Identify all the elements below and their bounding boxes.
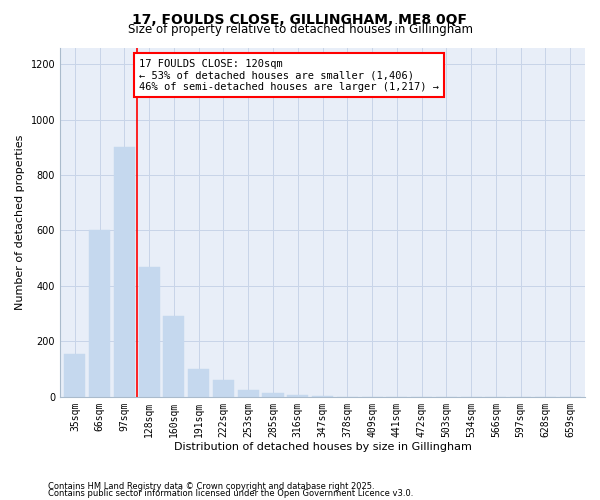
- Bar: [238, 390, 259, 397]
- Text: Size of property relative to detached houses in Gillingham: Size of property relative to detached ho…: [128, 22, 473, 36]
- Bar: [287, 394, 308, 397]
- X-axis label: Distribution of detached houses by size in Gillingham: Distribution of detached houses by size …: [173, 442, 472, 452]
- Bar: [64, 354, 85, 397]
- Text: 17, FOULDS CLOSE, GILLINGHAM, ME8 0QF: 17, FOULDS CLOSE, GILLINGHAM, ME8 0QF: [133, 12, 467, 26]
- Bar: [312, 396, 333, 397]
- Y-axis label: Number of detached properties: Number of detached properties: [15, 134, 25, 310]
- Text: Contains public sector information licensed under the Open Government Licence v3: Contains public sector information licen…: [48, 488, 413, 498]
- Bar: [139, 266, 160, 397]
- Bar: [213, 380, 234, 397]
- Bar: [262, 392, 284, 397]
- Bar: [188, 369, 209, 397]
- Bar: [89, 230, 110, 397]
- Bar: [114, 148, 135, 397]
- Text: 17 FOULDS CLOSE: 120sqm
← 53% of detached houses are smaller (1,406)
46% of semi: 17 FOULDS CLOSE: 120sqm ← 53% of detache…: [139, 58, 439, 92]
- Bar: [163, 316, 184, 397]
- Text: Contains HM Land Registry data © Crown copyright and database right 2025.: Contains HM Land Registry data © Crown c…: [48, 482, 374, 491]
